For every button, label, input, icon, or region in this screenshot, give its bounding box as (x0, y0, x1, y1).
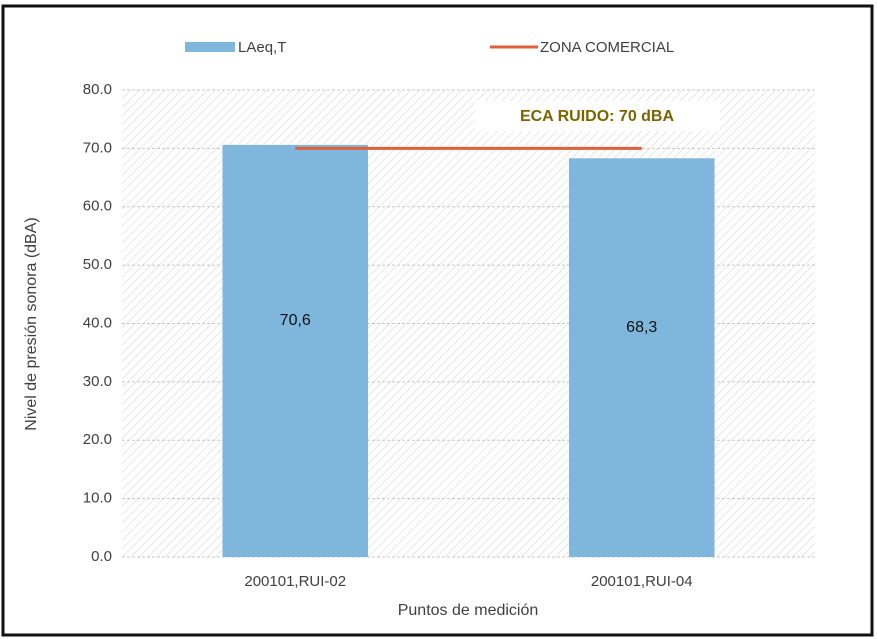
y-tick-label: 40.0 (83, 314, 112, 331)
data-label: 70,6 (280, 312, 311, 329)
x-tick-label: 200101,RUI-02 (244, 573, 346, 590)
bar (222, 144, 369, 557)
legend-label: ZONA COMERCIAL (540, 39, 674, 56)
y-tick-label: 60.0 (83, 198, 112, 215)
bar (568, 158, 715, 557)
annotation: ECA RUIDO: 70 dBA (520, 108, 675, 125)
y-axis-label: Nivel de presión sonora (dBA) (23, 217, 40, 430)
y-tick-label: 80.0 (83, 81, 112, 98)
y-tick-label: 50.0 (83, 256, 112, 273)
y-tick-label: 0.0 (91, 548, 112, 565)
x-tick-label: 200101,RUI-04 (591, 573, 693, 590)
x-axis-label: Puntos de medición (398, 602, 539, 619)
y-tick-label: 30.0 (83, 373, 112, 390)
y-tick-label: 20.0 (83, 431, 112, 448)
legend-swatch (185, 42, 235, 52)
annotation-box (475, 101, 720, 131)
legend-label: LAeq,T (238, 39, 286, 56)
y-tick-label: 10.0 (83, 490, 112, 507)
y-tick-label: 70.0 (83, 139, 112, 156)
data-label: 68,3 (626, 319, 657, 336)
